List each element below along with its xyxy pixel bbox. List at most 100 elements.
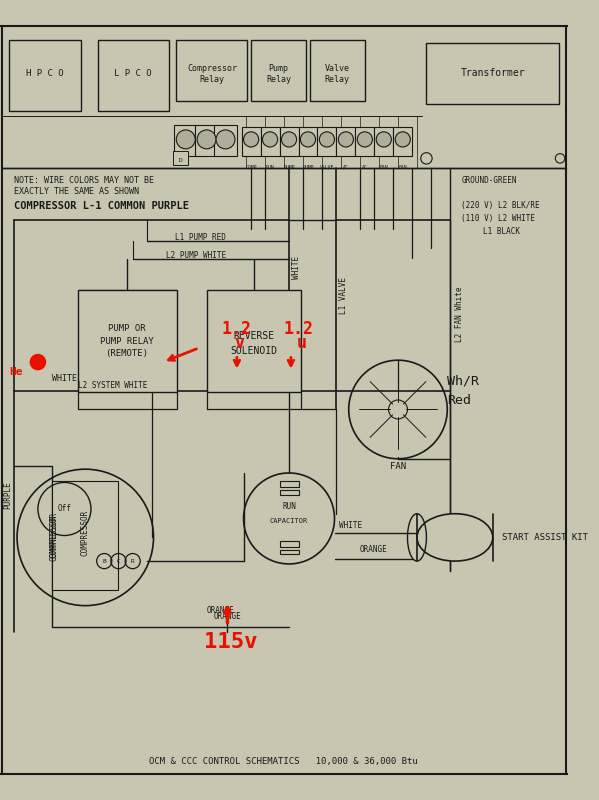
Text: Red: Red: [447, 394, 471, 406]
Bar: [298, 127, 317, 155]
Text: WHITE: WHITE: [52, 374, 77, 382]
Bar: [394, 127, 412, 155]
Bar: [98, 40, 169, 111]
Text: Transformer: Transformer: [461, 68, 525, 78]
Circle shape: [395, 132, 410, 147]
Text: D: D: [178, 158, 182, 162]
Text: OCM & CCC CONTROL SCHEMATICS   10,000 & 36,000 Btu: OCM & CCC CONTROL SCHEMATICS 10,000 & 36…: [149, 758, 418, 766]
Text: Pump: Pump: [268, 64, 289, 73]
Text: VALVE: VALVE: [320, 165, 334, 170]
Text: C: C: [117, 558, 120, 563]
Text: Wh/R: Wh/R: [447, 374, 479, 387]
Bar: [310, 40, 365, 102]
Text: WHITE: WHITE: [339, 521, 362, 530]
Text: L1 VALVE: L1 VALVE: [339, 278, 348, 314]
Text: PUMP: PUMP: [302, 165, 314, 170]
Text: v: v: [235, 334, 245, 352]
Text: FAN: FAN: [380, 165, 388, 170]
Text: Relay: Relay: [200, 75, 225, 84]
Text: COMPRESSOR: COMPRESSOR: [50, 511, 59, 558]
Circle shape: [319, 132, 334, 147]
Bar: [374, 127, 394, 155]
Bar: [426, 42, 559, 104]
Text: COMPRESSOR: COMPRESSOR: [81, 510, 90, 556]
Circle shape: [262, 132, 278, 147]
Text: PUMP: PUMP: [283, 165, 295, 170]
Text: Relay: Relay: [325, 75, 350, 84]
Text: Relay: Relay: [266, 75, 291, 84]
Text: L1 BLACK: L1 BLACK: [483, 227, 521, 236]
Bar: [355, 127, 374, 155]
Bar: [241, 127, 261, 155]
Text: L2 SYSTEM WHITE: L2 SYSTEM WHITE: [78, 382, 147, 390]
Text: ORANGE: ORANGE: [214, 611, 241, 621]
Bar: [207, 290, 301, 393]
Circle shape: [197, 130, 216, 149]
Bar: [337, 127, 355, 155]
Text: AC: AC: [362, 165, 368, 170]
Text: H P C O: H P C O: [26, 69, 63, 78]
Text: NOTE: WIRE COLORS MAY NOT BE: NOTE: WIRE COLORS MAY NOT BE: [14, 176, 154, 185]
Bar: [261, 127, 280, 155]
Bar: [195, 125, 218, 155]
Text: 1.2: 1.2: [222, 320, 252, 338]
Text: Compressor: Compressor: [187, 64, 237, 73]
Text: COMPRESSOR: COMPRESSOR: [50, 514, 59, 561]
Text: PURPLE: PURPLE: [3, 481, 12, 509]
Text: 1.2: 1.2: [283, 320, 313, 338]
Bar: [78, 290, 177, 393]
Bar: [317, 127, 337, 155]
Text: Off: Off: [58, 505, 71, 514]
Bar: [176, 40, 247, 102]
Bar: [251, 40, 306, 102]
Text: PUMP OR: PUMP OR: [108, 325, 146, 334]
Bar: [10, 40, 80, 111]
Text: R: R: [131, 558, 135, 563]
Bar: [280, 541, 298, 547]
Text: GROUND-GREEN: GROUND-GREEN: [461, 176, 517, 185]
Bar: [214, 125, 237, 155]
Bar: [174, 150, 187, 165]
Circle shape: [244, 132, 259, 147]
Text: ORANGE: ORANGE: [360, 546, 388, 554]
Text: (REMOTE): (REMOTE): [105, 349, 149, 358]
Text: L P C O: L P C O: [114, 69, 152, 78]
Text: B: B: [102, 558, 106, 563]
Text: FAN: FAN: [390, 462, 406, 470]
Bar: [174, 125, 197, 155]
Text: AC: AC: [343, 165, 349, 170]
Text: RUN: RUN: [282, 502, 296, 510]
Text: REVERSE: REVERSE: [234, 330, 274, 341]
Text: START ASSIST KIT: START ASSIST KIT: [502, 533, 588, 542]
Text: L1 PUMP RED: L1 PUMP RED: [176, 233, 226, 242]
Bar: [417, 514, 493, 561]
Text: u: u: [297, 334, 306, 352]
Bar: [280, 127, 298, 155]
Text: COMP: COMP: [246, 165, 257, 170]
Text: RUN: RUN: [266, 165, 274, 170]
Circle shape: [216, 130, 235, 149]
Circle shape: [282, 132, 297, 147]
Circle shape: [338, 132, 353, 147]
Text: SOLENOID: SOLENOID: [231, 346, 277, 356]
Bar: [280, 550, 298, 554]
Text: ORANGE: ORANGE: [207, 606, 234, 615]
Text: PUMP RELAY: PUMP RELAY: [100, 337, 154, 346]
Text: (110 V) L2 WHITE: (110 V) L2 WHITE: [461, 214, 536, 222]
Text: He: He: [10, 366, 23, 377]
Text: L2 FAN White: L2 FAN White: [455, 287, 464, 342]
Circle shape: [357, 132, 373, 147]
Bar: [280, 482, 298, 487]
Circle shape: [31, 354, 46, 370]
Circle shape: [300, 132, 316, 147]
Text: 115v: 115v: [204, 632, 257, 652]
Text: (220 V) L2 BLK/RE: (220 V) L2 BLK/RE: [461, 202, 540, 210]
Bar: [280, 490, 298, 494]
Text: COMPRESSOR L-1 COMMON PURPLE: COMPRESSOR L-1 COMMON PURPLE: [14, 201, 189, 210]
Text: EXACTLY THE SAME AS SHOWN: EXACTLY THE SAME AS SHOWN: [14, 187, 139, 196]
Circle shape: [176, 130, 195, 149]
Text: L2 PUMP WHITE: L2 PUMP WHITE: [166, 250, 226, 259]
Circle shape: [376, 132, 391, 147]
Text: Valve: Valve: [325, 64, 350, 73]
Text: CAPACITOR: CAPACITOR: [270, 518, 308, 524]
